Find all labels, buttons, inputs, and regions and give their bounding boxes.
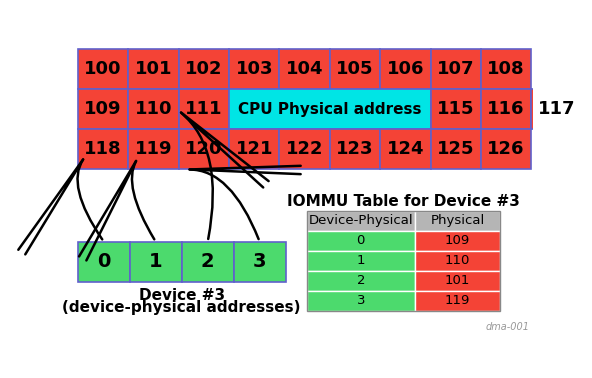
Text: 117: 117 bbox=[538, 100, 575, 118]
Bar bbox=[130, 242, 182, 282]
Bar bbox=[78, 242, 130, 282]
Bar bbox=[128, 129, 179, 169]
Text: 3: 3 bbox=[356, 294, 365, 307]
Bar bbox=[307, 291, 415, 311]
Text: 1: 1 bbox=[356, 254, 365, 268]
Text: 101: 101 bbox=[445, 274, 470, 288]
Text: 1: 1 bbox=[149, 252, 163, 271]
Text: dma-001: dma-001 bbox=[485, 322, 530, 332]
Bar bbox=[531, 89, 581, 129]
Text: 118: 118 bbox=[84, 140, 122, 158]
Bar bbox=[330, 129, 380, 169]
Bar bbox=[415, 271, 500, 291]
Bar bbox=[430, 49, 481, 89]
Bar bbox=[307, 231, 415, 251]
Text: 104: 104 bbox=[286, 60, 323, 78]
Text: 108: 108 bbox=[487, 60, 525, 78]
Bar bbox=[380, 49, 430, 89]
Bar bbox=[415, 211, 500, 231]
Bar bbox=[481, 129, 531, 169]
Text: 119: 119 bbox=[135, 140, 172, 158]
Bar bbox=[307, 211, 415, 231]
Bar bbox=[179, 129, 229, 169]
Bar bbox=[78, 49, 128, 89]
Text: 100: 100 bbox=[84, 60, 122, 78]
Text: Device #3: Device #3 bbox=[139, 288, 225, 303]
Text: 109: 109 bbox=[445, 234, 470, 248]
Bar bbox=[380, 129, 430, 169]
Bar bbox=[279, 49, 330, 89]
Text: 110: 110 bbox=[445, 254, 470, 268]
Bar bbox=[330, 49, 380, 89]
Text: 126: 126 bbox=[487, 140, 525, 158]
Bar bbox=[229, 89, 430, 129]
Text: 102: 102 bbox=[185, 60, 223, 78]
Text: Device-Physical: Device-Physical bbox=[308, 214, 413, 228]
Bar bbox=[481, 89, 531, 129]
Text: 121: 121 bbox=[236, 140, 273, 158]
Text: 115: 115 bbox=[437, 100, 474, 118]
Bar bbox=[307, 251, 415, 271]
Bar bbox=[128, 49, 179, 89]
Text: 119: 119 bbox=[445, 294, 470, 307]
Text: Physical: Physical bbox=[430, 214, 485, 228]
Text: 107: 107 bbox=[437, 60, 474, 78]
Bar bbox=[229, 49, 279, 89]
Bar bbox=[415, 291, 500, 311]
Text: 122: 122 bbox=[286, 140, 323, 158]
Text: 120: 120 bbox=[185, 140, 223, 158]
Bar bbox=[430, 89, 481, 129]
Text: 101: 101 bbox=[135, 60, 172, 78]
Text: 105: 105 bbox=[336, 60, 374, 78]
Bar bbox=[179, 89, 229, 129]
Text: 109: 109 bbox=[84, 100, 122, 118]
Bar bbox=[78, 129, 128, 169]
Bar bbox=[415, 231, 500, 251]
Text: 0: 0 bbox=[356, 234, 365, 248]
Bar bbox=[128, 89, 179, 129]
Text: 0: 0 bbox=[97, 252, 111, 271]
Bar bbox=[179, 49, 229, 89]
Text: 106: 106 bbox=[387, 60, 424, 78]
Text: 110: 110 bbox=[135, 100, 172, 118]
Bar bbox=[279, 129, 330, 169]
Text: 111: 111 bbox=[185, 100, 223, 118]
Text: 2: 2 bbox=[356, 274, 365, 288]
Text: 3: 3 bbox=[253, 252, 266, 271]
Bar bbox=[307, 211, 500, 311]
Bar bbox=[234, 242, 285, 282]
Text: 2: 2 bbox=[201, 252, 214, 271]
Bar bbox=[481, 49, 531, 89]
Bar bbox=[229, 129, 279, 169]
Text: 123: 123 bbox=[336, 140, 374, 158]
Text: 125: 125 bbox=[437, 140, 474, 158]
Text: IOMMU Table for Device #3: IOMMU Table for Device #3 bbox=[287, 194, 520, 209]
Text: 103: 103 bbox=[236, 60, 273, 78]
Bar bbox=[307, 271, 415, 291]
Bar bbox=[182, 242, 234, 282]
Text: 116: 116 bbox=[487, 100, 525, 118]
Text: CPU Physical address: CPU Physical address bbox=[238, 102, 422, 117]
Bar bbox=[415, 251, 500, 271]
Text: 124: 124 bbox=[387, 140, 424, 158]
Bar bbox=[430, 129, 481, 169]
Text: (device-physical addresses): (device-physical addresses) bbox=[63, 300, 301, 315]
Bar bbox=[78, 89, 128, 129]
